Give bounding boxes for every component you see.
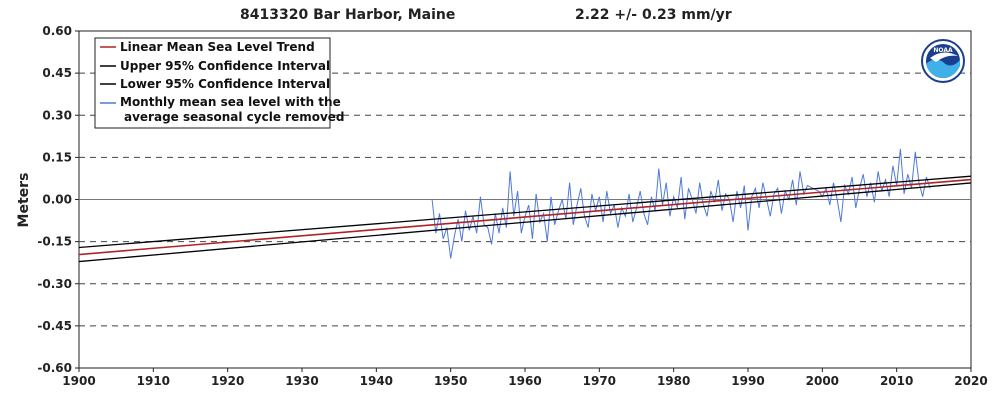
trend-rate-text: 2.22 +/- 0.23 mm/yr	[575, 7, 732, 23]
x-tick-label: 1990	[731, 374, 764, 388]
x-tick-label: 1920	[211, 374, 244, 388]
legend-label-upper: Upper 95% Confidence Interval	[120, 59, 330, 73]
x-tick-label: 1960	[508, 374, 541, 388]
y-tick-label: -0.60	[37, 361, 72, 375]
y-axis-label: Meters	[16, 173, 32, 228]
x-tick-label: 1970	[583, 374, 616, 388]
y-axis-ticks: 0.60 0.45 0.30 0.15 0.00 -0.15 -0.30 -0.45 -0.60	[37, 24, 79, 375]
legend-box	[94, 37, 331, 129]
y-tick-label: -0.45	[37, 319, 72, 333]
x-tick-label: 1950	[434, 374, 467, 388]
x-tick-label: 2000	[806, 374, 839, 388]
series-lower-ci-line	[78, 182, 972, 263]
series-upper-ci-line	[78, 175, 972, 249]
legend-label-monthly-2: average seasonal cycle removed	[124, 110, 345, 124]
y-tick-label: 0.00	[42, 193, 72, 207]
noaa-logo-text: NOAA	[933, 47, 953, 54]
y-tick-label: 0.60	[42, 24, 72, 38]
y-tick-label: 0.15	[42, 150, 72, 164]
legend-label-lower: Lower 95% Confidence Interval	[120, 77, 330, 91]
y-tick-label: -0.15	[37, 235, 72, 249]
noaa-logo-wave	[926, 59, 960, 78]
series-trend-line	[78, 178, 972, 256]
legend-label-trend: Linear Mean Sea Level Trend	[120, 40, 315, 54]
noaa-logo-bird	[930, 52, 958, 62]
legend-label-monthly-1: Monthly mean sea level with the	[120, 95, 341, 109]
series-layer	[78, 148, 972, 263]
noaa-logo: NOAA	[921, 39, 965, 83]
x-tick-label: 1980	[657, 374, 690, 388]
legend: Linear Mean Sea Level Trend Upper 95% Co…	[94, 37, 345, 129]
x-tick-label: 1940	[360, 374, 393, 388]
x-axis-ticks: 1900 1910 1920 1930 1940 1950 1960 1970 1980 1990…	[62, 368, 988, 388]
x-tick-label: 1900	[62, 374, 95, 388]
x-tick-label: 1910	[137, 374, 170, 388]
x-tick-label: 1930	[285, 374, 318, 388]
y-tick-label: 0.45	[42, 66, 72, 80]
y-tick-label: 0.30	[42, 108, 72, 122]
y-tick-label: -0.30	[37, 277, 72, 291]
x-tick-label: 2010	[880, 374, 913, 388]
x-tick-label: 2020	[954, 374, 987, 388]
chart-title: 8413320 Bar Harbor, Maine	[240, 7, 455, 23]
